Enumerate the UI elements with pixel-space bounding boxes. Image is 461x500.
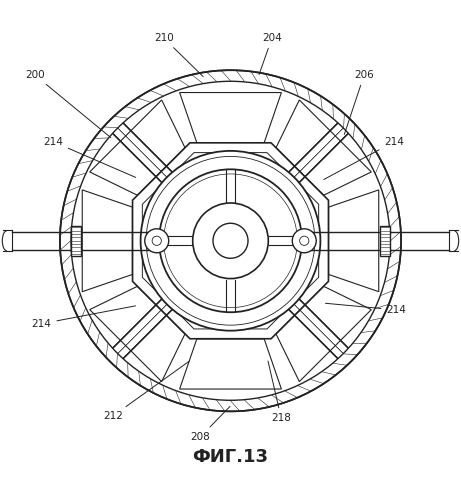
Polygon shape [90, 286, 185, 382]
Text: 210: 210 [154, 33, 203, 76]
Text: 212: 212 [103, 362, 189, 421]
Polygon shape [133, 143, 328, 338]
Circle shape [71, 82, 390, 400]
Text: 200: 200 [25, 70, 111, 138]
Circle shape [164, 174, 297, 308]
Polygon shape [180, 92, 281, 142]
Text: 214: 214 [31, 306, 136, 329]
Polygon shape [276, 286, 371, 382]
Text: 214: 214 [324, 136, 404, 180]
Text: 208: 208 [191, 406, 230, 442]
Circle shape [292, 229, 316, 253]
Text: 206: 206 [344, 70, 374, 134]
Text: 214: 214 [325, 304, 407, 315]
FancyBboxPatch shape [380, 226, 390, 256]
Circle shape [152, 236, 161, 246]
Polygon shape [276, 100, 371, 195]
Text: 214: 214 [43, 136, 136, 177]
Circle shape [193, 203, 268, 278]
Polygon shape [82, 190, 132, 292]
Polygon shape [329, 190, 379, 292]
FancyBboxPatch shape [71, 226, 81, 256]
Circle shape [159, 170, 302, 312]
Circle shape [146, 156, 315, 325]
Circle shape [300, 236, 309, 246]
Polygon shape [142, 152, 319, 329]
Text: 204: 204 [259, 33, 282, 74]
Circle shape [145, 229, 169, 253]
Circle shape [213, 224, 248, 258]
Circle shape [60, 70, 401, 411]
Text: ФИГ.13: ФИГ.13 [193, 448, 268, 466]
Text: 218: 218 [268, 361, 291, 424]
Polygon shape [180, 339, 281, 389]
Polygon shape [90, 100, 185, 195]
Circle shape [141, 151, 320, 330]
